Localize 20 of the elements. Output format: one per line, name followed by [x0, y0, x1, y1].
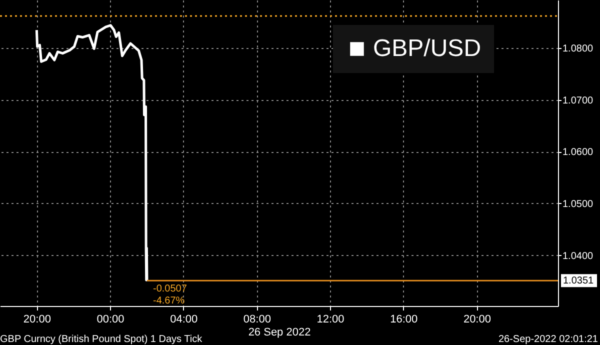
annotation: -4.67% [152, 296, 185, 307]
text: GBP Curncy (British Pound Spot) 1 Days Tick [0, 334, 204, 345]
y-tick-label: 1.0500 [562, 198, 594, 210]
x-tick-label: 08:00 [243, 314, 271, 326]
x-tick-label: 04:00 [170, 314, 198, 326]
ref-line-label: 1.0351 [563, 276, 594, 287]
text: 26-Sep-2022 02:01:21 [498, 334, 598, 345]
y-tick-label: 1.0400 [562, 250, 594, 262]
x-tick-label: 20:00 [23, 314, 51, 326]
legend-label: GBP/USD [373, 35, 482, 62]
y-tick-label: 1.0800 [562, 44, 594, 55]
y-tick-label: 1.0700 [562, 95, 594, 106]
annotation: -0.0507 [152, 284, 188, 295]
x-tick-label: 16:00 [390, 314, 418, 326]
x-tick-label: 00:00 [96, 314, 124, 326]
y-tick-label: 1.0600 [562, 147, 594, 158]
x-tick-label: 12:00 [316, 314, 344, 326]
line-series [35, 24, 148, 282]
x-axis-title: 26 Sep 2022 [248, 326, 311, 338]
x-tick-label: 20:00 [463, 314, 491, 326]
